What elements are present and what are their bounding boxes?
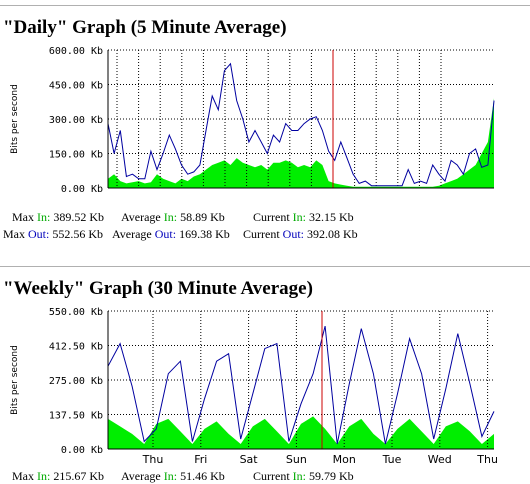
daily-stats: Max In: 389.52 Kb Average In: 58.89 Kb C… — [0, 210, 530, 244]
max-label: Max — [12, 469, 34, 483]
daily-cur-out-value: 392.08 Kb — [307, 227, 358, 241]
weekly-cur-in-value: 59.79 Kb — [309, 469, 354, 483]
y-tick-label: 137.50 Kb — [49, 411, 103, 422]
average-label: Average — [112, 227, 152, 241]
series-out-line — [107, 325, 495, 445]
out-label: Out: — [154, 227, 177, 241]
weekly-avg-in: Average In: 51.46 Kb — [121, 469, 225, 484]
daily-avg-in-value: 58.89 Kb — [180, 210, 225, 224]
daily-avg-in: Average In: 58.89 Kb — [121, 210, 225, 225]
in-label: In: — [163, 210, 178, 224]
daily-max-out-value: 552.56 Kb — [52, 227, 104, 241]
series-in-area — [108, 416, 494, 449]
y-tick-label: 550.00 Kb — [49, 307, 103, 318]
x-tick-label: Tue — [382, 453, 402, 465]
daily-avg-out-value: 169.38 Kb — [179, 227, 230, 241]
x-tick-label: Thu — [142, 453, 164, 465]
in-label: In: — [37, 210, 51, 224]
weekly-max-in: Max In: 215.67 Kb — [12, 469, 104, 484]
series-in-area — [108, 98, 494, 188]
x-tick-label: Wed — [428, 453, 452, 465]
daily-cur-out: Current Out: 392.08 Kb — [243, 227, 358, 242]
in-label: In: — [292, 469, 306, 483]
y-tick-label: 450.00 Kb — [49, 81, 103, 92]
average-label: Average — [121, 210, 161, 224]
daily-avg-out: Average Out: 169.38 Kb — [112, 227, 230, 242]
current-label: Current — [243, 227, 280, 241]
weekly-max-in-value: 215.67 Kb — [53, 469, 105, 483]
daily-max-in: Max In: 389.52 Kb — [12, 210, 104, 225]
daily-cur-in-value: 32.15 Kb — [309, 210, 354, 224]
weekly-cur-in: Current In: 59.79 Kb — [253, 469, 354, 484]
max-label: Max — [12, 210, 34, 224]
max-label: Max — [3, 227, 25, 241]
daily-max-in-value: 389.52 Kb — [53, 210, 105, 224]
x-tick-label: Fri — [194, 453, 207, 465]
x-tick-label: Thu — [476, 453, 498, 465]
current-label: Current — [253, 469, 290, 483]
daily-max-out: Max Out: 552.56 Kb — [3, 227, 103, 242]
in-label: In: — [163, 469, 178, 483]
daily-graph-title: "Daily" Graph (5 Minute Average) — [3, 17, 287, 38]
out-label: Out: — [282, 227, 304, 241]
y-tick-label: 0.00 Kb — [61, 184, 103, 192]
average-label: Average — [121, 469, 161, 483]
y-tick-label: 412.50 Kb — [49, 342, 103, 353]
weekly-stats: Max In: 215.67 Kb Average In: 51.46 Kb C… — [0, 469, 530, 484]
x-tick-label: Mon — [333, 453, 356, 465]
daily-cur-in: Current In: 32.15 Kb — [253, 210, 354, 225]
weekly-avg-in-value: 51.46 Kb — [180, 469, 225, 483]
y-tick-label: 150.00 Kb — [49, 150, 103, 161]
series-out-line — [107, 62, 495, 187]
daily-graph: 0.00 Kb 150.00 Kb 300.00 Kb 450.00 Kb 600.00… — [10, 46, 495, 192]
divider-top — [0, 5, 530, 6]
y-tick-label: 300.00 Kb — [49, 115, 103, 126]
x-tick-label: Sat — [240, 453, 259, 465]
y-tick-label: 275.00 Kb — [49, 376, 103, 387]
current-label: Current — [253, 210, 290, 224]
divider-middle — [0, 266, 530, 267]
y-tick-label: 0.00 Kb — [61, 445, 103, 456]
in-label: In: — [292, 210, 306, 224]
y-axis-title: Bits per second — [10, 345, 20, 415]
x-tick-label: Sun — [286, 453, 307, 465]
out-label: Out: — [28, 227, 50, 241]
in-label: In: — [37, 469, 51, 483]
y-axis-title: Bits per second — [10, 84, 20, 154]
weekly-graph: 0.00 Kb 137.50 Kb 275.00 Kb 412.50 Kb 550.00… — [10, 307, 498, 465]
y-tick-label: 600.00 Kb — [49, 46, 103, 57]
weekly-graph-title: "Weekly" Graph (30 Minute Average) — [3, 278, 313, 299]
